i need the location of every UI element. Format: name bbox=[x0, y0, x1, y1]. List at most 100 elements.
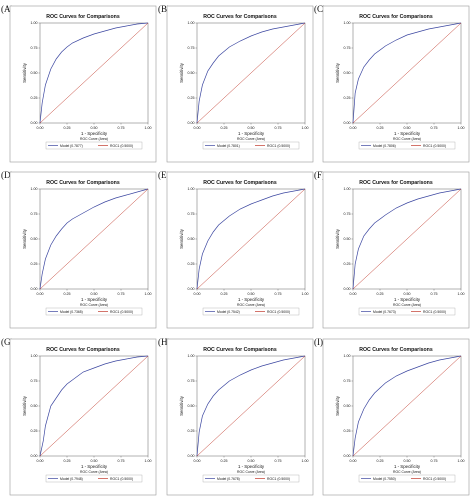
y-tick-label: 0.50 bbox=[31, 404, 38, 408]
series-line-model bbox=[196, 22, 306, 124]
legend-entry-roc1: ROC1 (0.5000) bbox=[267, 310, 290, 314]
legend-title: ROC Curve (Area) bbox=[80, 470, 108, 474]
legend-title: ROC Curve (Area) bbox=[393, 137, 421, 141]
series-line-roc1 bbox=[352, 188, 462, 290]
x-tick-label: 1.00 bbox=[145, 459, 152, 463]
x-tick-label: 0.75 bbox=[431, 292, 438, 296]
y-tick-label: 0.00 bbox=[31, 454, 38, 458]
legend-box bbox=[45, 307, 143, 316]
x-tick-label: 0.00 bbox=[194, 292, 201, 296]
y-tick-label: 0.75 bbox=[188, 379, 195, 383]
x-tick-label: 0.00 bbox=[350, 292, 357, 296]
y-tick-label: 0.50 bbox=[344, 237, 351, 241]
roc-panel-9: (I) ROC Curves for Comparisons 0.00 0.25 0.5… bbox=[314, 337, 470, 496]
y-tick-label: 0.75 bbox=[344, 46, 351, 50]
legend-box bbox=[45, 141, 143, 150]
x-tick-label: 0.00 bbox=[350, 459, 357, 463]
series-line-roc1 bbox=[39, 188, 149, 290]
legend-entry-model: Model (0.7801) bbox=[217, 144, 240, 148]
x-axis-label: 1 - Specificity bbox=[238, 131, 265, 136]
legend-title: ROC Curve (Area) bbox=[237, 470, 265, 474]
x-axis-label: 1 - Specificity bbox=[394, 464, 421, 469]
y-tick-label: 0.25 bbox=[344, 262, 351, 266]
y-tick-label: 0.75 bbox=[344, 379, 351, 383]
y-tick-label: 0.25 bbox=[31, 96, 38, 100]
series-line-model bbox=[352, 22, 462, 124]
chart-title: ROC Curves for Comparisons bbox=[359, 180, 433, 186]
y-tick-label: 0.50 bbox=[31, 71, 38, 75]
chart-title: ROC Curves for Comparisons bbox=[359, 14, 433, 20]
series-line-roc1 bbox=[196, 188, 306, 290]
series-line-model bbox=[39, 188, 149, 290]
series-line-roc1 bbox=[352, 355, 462, 457]
x-tick-label: 0.25 bbox=[377, 126, 384, 130]
roc-panel-5: (E) ROC Curves for Comparisons 0.00 0.25 0.5… bbox=[158, 170, 314, 329]
x-tick-label: 0.75 bbox=[118, 292, 125, 296]
series-line-roc1 bbox=[352, 22, 462, 124]
series-line-model bbox=[196, 188, 306, 290]
y-tick-label: 0.25 bbox=[31, 429, 38, 433]
x-tick-label: 0.75 bbox=[118, 126, 125, 130]
y-tick-label: 0.50 bbox=[344, 71, 351, 75]
x-axis-label: 1 - Specificity bbox=[81, 297, 108, 302]
legend-box bbox=[358, 474, 456, 483]
chart-title: ROC Curves for Comparisons bbox=[203, 180, 277, 186]
series-line-roc1 bbox=[196, 355, 306, 457]
x-tick-label: 0.00 bbox=[350, 126, 357, 130]
panel-label: (E) bbox=[158, 170, 170, 180]
roc-panel-4: (D) ROC Curves for Comparisons 0.00 0.25 0.5… bbox=[1, 170, 157, 329]
y-axis-label: Sensitivity bbox=[22, 62, 27, 83]
panel-frame bbox=[166, 5, 314, 163]
legend-entry-model: Model (0.7678) bbox=[217, 477, 240, 481]
y-axis-label: Sensitivity bbox=[22, 228, 27, 249]
x-tick-label: 0.50 bbox=[248, 459, 255, 463]
legend-entry-roc1: ROC1 (0.5000) bbox=[267, 477, 290, 481]
legend-entry-model: Model (0.7948) bbox=[60, 477, 83, 481]
chart-title: ROC Curves for Comparisons bbox=[203, 347, 277, 353]
x-tick-label: 0.00 bbox=[194, 459, 201, 463]
y-tick-label: 0.25 bbox=[188, 429, 195, 433]
series-line-model bbox=[352, 188, 462, 290]
legend-box bbox=[202, 141, 300, 150]
y-axis-label: Sensitivity bbox=[179, 395, 184, 416]
y-axis-label: Sensitivity bbox=[22, 395, 27, 416]
y-tick-label: 0.25 bbox=[188, 262, 195, 266]
x-tick-label: 0.25 bbox=[64, 292, 71, 296]
x-tick-label: 0.75 bbox=[275, 459, 282, 463]
x-tick-label: 1.00 bbox=[458, 459, 465, 463]
x-tick-label: 0.50 bbox=[404, 126, 411, 130]
legend-entry-roc1: ROC1 (0.5000) bbox=[423, 310, 446, 314]
series-line-model bbox=[196, 355, 306, 457]
panel-label: (G) bbox=[1, 337, 14, 347]
y-tick-label: 0.75 bbox=[188, 212, 195, 216]
y-tick-label: 0.75 bbox=[188, 46, 195, 50]
y-tick-label: 0.50 bbox=[188, 404, 195, 408]
y-axis-label: Sensitivity bbox=[179, 62, 184, 83]
legend-entry-model: Model (0.7550) bbox=[373, 477, 396, 481]
x-tick-label: 0.00 bbox=[37, 459, 44, 463]
series-line-model bbox=[39, 22, 149, 124]
chart-title: ROC Curves for Comparisons bbox=[203, 14, 277, 20]
x-tick-label: 1.00 bbox=[302, 126, 309, 130]
y-tick-label: 0.75 bbox=[31, 212, 38, 216]
panel-label: (D) bbox=[1, 170, 14, 180]
x-tick-label: 0.00 bbox=[37, 292, 44, 296]
legend-entry-roc1: ROC1 (0.5000) bbox=[423, 477, 446, 481]
y-tick-label: 1.00 bbox=[188, 187, 195, 191]
x-tick-label: 0.50 bbox=[91, 126, 98, 130]
series-line-roc1 bbox=[39, 22, 149, 124]
panel-frame bbox=[9, 171, 157, 329]
y-tick-label: 0.50 bbox=[188, 237, 195, 241]
panel-frame bbox=[322, 338, 470, 496]
roc-panel-8: (H) ROC Curves for Comparisons 0.00 0.25 0.5… bbox=[158, 337, 314, 496]
y-axis-label: Sensitivity bbox=[179, 228, 184, 249]
y-tick-label: 0.00 bbox=[188, 121, 195, 125]
legend-entry-roc1: ROC1 (0.5000) bbox=[423, 144, 446, 148]
x-tick-label: 0.50 bbox=[404, 292, 411, 296]
x-axis-label: 1 - Specificity bbox=[238, 464, 265, 469]
legend-title: ROC Curve (Area) bbox=[80, 303, 108, 307]
legend-title: ROC Curve (Area) bbox=[237, 303, 265, 307]
panel-label: (A) bbox=[1, 4, 14, 14]
panel-label: (I) bbox=[314, 337, 323, 347]
legend-entry-roc1: ROC1 (0.5000) bbox=[267, 144, 290, 148]
